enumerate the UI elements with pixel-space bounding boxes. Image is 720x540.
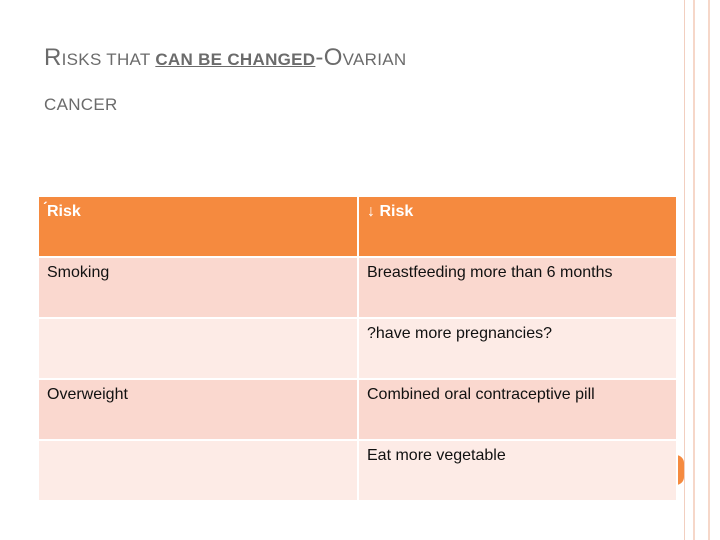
- title-o: O: [323, 44, 343, 71]
- table-row: Eat more vegetable: [37, 439, 678, 502]
- table-header-row: ́Risk ↓ Risk: [37, 195, 678, 258]
- cell-left: [37, 317, 359, 380]
- cell-left: Overweight: [37, 378, 359, 441]
- cell-right: ?have more pregnancies?: [357, 317, 678, 380]
- table-row: Smoking Breastfeeding more than 6 months: [37, 256, 678, 319]
- risk-table: ́Risk ↓ Risk Smoking Breastfeeding more …: [37, 195, 678, 502]
- title-cancer: CANCER: [44, 95, 118, 114]
- title-r: R: [44, 44, 62, 71]
- slide-title: RISKS THAT CAN BE CHANGED-OVARIAN CANCER: [44, 36, 604, 128]
- cell-right: Breastfeeding more than 6 months: [357, 256, 678, 319]
- slide-marker: [676, 455, 684, 485]
- title-isks-that: ISKS THAT: [61, 50, 156, 69]
- slide-border-stripe: [693, 0, 695, 540]
- header-decreased-risk: ↓ Risk: [357, 195, 678, 258]
- title-dash: -: [315, 44, 324, 71]
- table-row: Overweight Combined oral contraceptive p…: [37, 378, 678, 441]
- cell-right: Eat more vegetable: [357, 439, 678, 502]
- cell-right: Combined oral contraceptive pill: [357, 378, 678, 441]
- slide-border-stripe: [708, 0, 710, 540]
- cell-left: Smoking: [37, 256, 359, 319]
- table-row: ?have more pregnancies?: [37, 317, 678, 380]
- slide-right-border: [684, 0, 720, 540]
- title-can-be-changed: CAN BE CHANGED: [155, 50, 316, 69]
- header-increased-risk: ́Risk: [37, 195, 359, 258]
- title-varian: VARIAN: [342, 50, 407, 69]
- cell-left: [37, 439, 359, 502]
